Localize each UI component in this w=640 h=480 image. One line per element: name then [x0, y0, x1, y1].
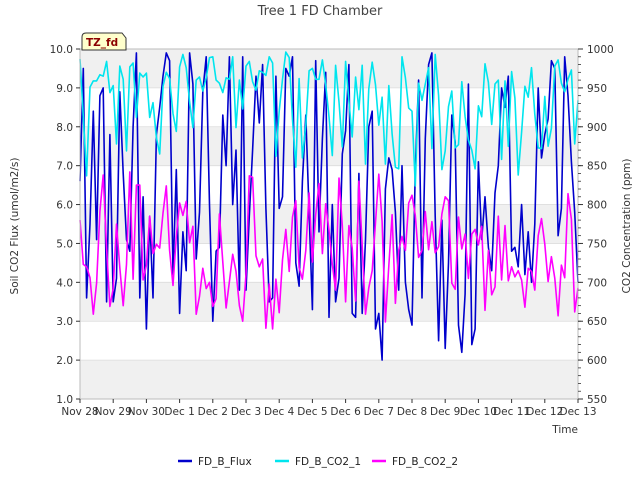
y2-tick-label: 700 [587, 277, 607, 289]
series-line-fd-b-co2-1 [79, 51, 579, 187]
y-axis-left: 1.0 2.0 3.0 4.0 5.0 6.0 7.0 8.0 9.0 10.0 [50, 44, 80, 406]
x-tick-label: Dec 9 [430, 406, 460, 418]
grid-band [80, 126, 578, 166]
y-tick-label: 3.0 [56, 316, 73, 328]
y-tick-label: 2.0 [56, 355, 73, 367]
x-axis-title: Time [551, 424, 578, 436]
y2-tick-label: 650 [587, 316, 607, 328]
y2-tick-label: 550 [587, 394, 607, 406]
grid-band [80, 360, 578, 399]
y-tick-label: 1.0 [56, 394, 73, 406]
series-layer [79, 51, 579, 361]
x-tick-label: Dec 13 [559, 406, 596, 418]
y2-axis-title: CO2 Concentration (ppm) [621, 159, 633, 294]
y2-tick-label: 750 [587, 238, 607, 250]
x-tick-label: Dec 3 [231, 406, 261, 418]
grid-band [80, 49, 578, 88]
y2-tick-label: 800 [587, 200, 607, 212]
x-tick-label: Nov 28 [61, 406, 98, 418]
x-tick-label: Nov 29 [95, 406, 132, 418]
x-tick-label: Dec 7 [364, 406, 394, 418]
x-tick-label: Nov 30 [128, 406, 165, 418]
plot-frame [79, 48, 579, 400]
x-tick-label: Dec 10 [460, 406, 497, 418]
x-tick-label: Dec 2 [198, 406, 228, 418]
y2-tick-label: 1000 [587, 44, 614, 56]
y-tick-label: 8.0 [56, 122, 73, 134]
y-tick-label: 5.0 [56, 238, 73, 250]
y-tick-label: 6.0 [56, 200, 73, 212]
x-tick-label: Dec 12 [526, 406, 563, 418]
y2-tick-label: 850 [587, 161, 607, 173]
y-tick-label: 9.0 [56, 83, 73, 95]
legend-label-fd-b-co2-2: FD_B_CO2_2 [392, 456, 458, 468]
x-tick-label: Dec 5 [297, 406, 327, 418]
x-tick-label: Dec 11 [493, 406, 530, 418]
legend: FD_B_Flux FD_B_CO2_1 FD_B_CO2_2 [178, 456, 458, 468]
y-axis-title: Soil CO2 Flux (umol/m2/s) [9, 158, 21, 295]
y-tick-label: 7.0 [56, 161, 73, 173]
timezone-badge: TZ_fd [81, 32, 127, 51]
x-tick-label: Dec 8 [397, 406, 427, 418]
y-tick-label: 4.0 [56, 277, 73, 289]
x-tick-label: Dec 4 [264, 406, 295, 418]
x-tick-label: Dec 6 [330, 406, 361, 418]
legend-label-fd-b-flux: FD_B_Flux [198, 456, 252, 468]
series-line-fd-b-co2-2 [79, 171, 579, 330]
y2-tick-label: 950 [587, 83, 607, 95]
y-axis-right: 550 600 650 700 750 800 850 900 950 1000 [578, 44, 614, 406]
grid-band [80, 321, 578, 361]
timezone-badge-box [81, 32, 127, 51]
y2-tick-label: 900 [587, 122, 607, 134]
chart-title: Tree 1 FD Chamber [257, 4, 383, 19]
x-tick-label: Dec 1 [164, 406, 194, 418]
legend-label-fd-b-co2-1: FD_B_CO2_1 [295, 456, 361, 468]
series-line-fd-b-flux [79, 52, 579, 361]
y2-tick-label: 600 [587, 355, 607, 367]
y-tick-label: 10.0 [50, 44, 73, 56]
timezone-badge-label: TZ_fd [86, 37, 118, 49]
